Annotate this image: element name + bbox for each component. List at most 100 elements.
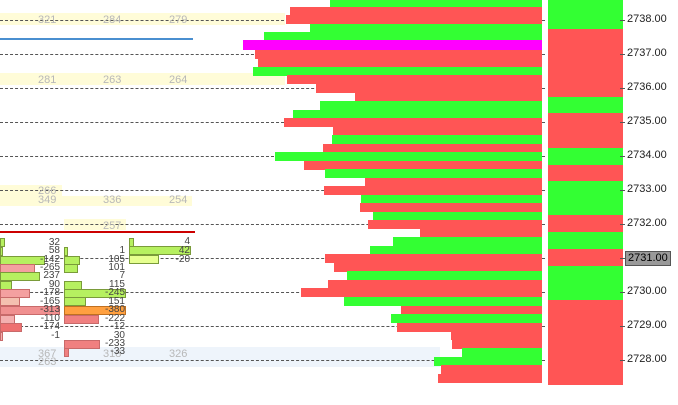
volume-profile-bar	[452, 340, 542, 349]
footprint-value: -20	[175, 254, 190, 265]
profile-value: 279	[169, 14, 188, 26]
footprint-value: -142	[39, 254, 60, 265]
footprint-value: 4	[184, 236, 190, 247]
profile-row-highlight-blue	[0, 347, 440, 367]
footprint-bar	[64, 297, 86, 306]
price-gridline	[0, 258, 545, 259]
price-label: 2734.00	[627, 149, 667, 161]
footprint-value: -174	[39, 321, 60, 332]
price-gridline	[0, 20, 545, 21]
footprint-bar	[0, 272, 40, 281]
volume-profile-bar	[316, 84, 542, 93]
price-label: 2730.00	[627, 285, 667, 297]
footprint-bar	[0, 332, 3, 341]
delta-segment	[548, 249, 623, 266]
footprint-value: -265	[39, 262, 60, 273]
volume-profile-bar	[365, 178, 542, 187]
price-gridline	[0, 156, 545, 157]
volume-profile-bar	[462, 348, 542, 357]
profile-row-highlight	[0, 13, 285, 25]
volume-profile-bar	[391, 314, 542, 323]
axis-tick	[620, 88, 625, 89]
volume-profile-bar	[328, 280, 542, 289]
volume-profile-bar	[434, 357, 542, 366]
footprint-value: 151	[108, 296, 125, 307]
axis-tick	[620, 224, 625, 225]
volume-profile-bar	[333, 127, 542, 136]
price-gridline	[0, 190, 545, 191]
footprint-value: 90	[48, 279, 60, 290]
volume-profile-bar	[320, 101, 542, 110]
delta-segment	[548, 215, 623, 232]
profile-value: 257	[103, 220, 122, 232]
footprint-bar	[64, 315, 99, 324]
footprint-value: 101	[108, 262, 125, 273]
footprint-value: -380	[104, 304, 125, 315]
footprint-value: 30	[113, 330, 125, 341]
volume-profile-bar	[287, 75, 542, 84]
volume-profile-bar	[304, 161, 542, 170]
footprint-bar	[129, 246, 191, 255]
current-price-label: 2731.00	[625, 251, 671, 266]
profile-value: 254	[169, 194, 188, 206]
price-label: 2735.00	[627, 115, 667, 127]
volume-profile-bar	[258, 58, 542, 67]
delta-segment	[548, 97, 623, 113]
price-gridline	[0, 326, 545, 327]
blue-level-line	[0, 38, 193, 40]
price-gridline	[0, 122, 545, 123]
delta-segment	[548, 181, 623, 215]
volume-profile-bar	[310, 24, 542, 33]
footprint-value: 58	[48, 245, 60, 256]
profile-value: 263	[38, 356, 57, 368]
volume-profile-bar	[323, 144, 542, 153]
price-label: 2737.00	[627, 47, 667, 59]
volume-profile-bar	[284, 118, 542, 127]
price-label: 2732.00	[627, 217, 667, 229]
price-label: 2738.00	[627, 13, 667, 25]
delta-segment	[548, 300, 623, 385]
axis-tick	[620, 122, 625, 123]
volume-profile-bar	[293, 110, 542, 119]
volume-profile-bar	[243, 40, 542, 50]
volume-profile-bar	[373, 212, 542, 221]
price-label: 2729.00	[627, 319, 667, 331]
footprint-value: -313	[39, 304, 60, 315]
price-label: 2733.00	[627, 183, 667, 195]
volume-profile-bar	[301, 288, 542, 297]
footprint-bar	[64, 247, 68, 256]
footprint-bar	[64, 340, 100, 349]
volume-profile-bar	[330, 0, 542, 7]
profile-value: 281	[38, 74, 57, 86]
footprint-value: -233	[104, 338, 125, 349]
profile-value: 367	[38, 348, 57, 360]
footprint-bar	[0, 238, 5, 247]
profile-value: 263	[103, 74, 122, 86]
delta-segment	[548, 266, 623, 300]
footprint-bar	[129, 255, 159, 264]
volume-profile-bar	[286, 15, 542, 24]
footprint-value: 32	[48, 237, 60, 248]
axis-tick	[620, 156, 625, 157]
volume-profile-bar	[368, 220, 542, 229]
footprint-value: 237	[43, 270, 60, 281]
price-gridline	[0, 224, 545, 225]
axis-tick	[620, 360, 625, 361]
profile-row-highlight	[0, 185, 62, 197]
footprint-bar	[0, 323, 22, 332]
volume-profile-bar	[397, 323, 542, 332]
volume-profile-bar	[393, 237, 542, 246]
volume-profile-bar	[344, 297, 542, 306]
profile-value: 284	[103, 14, 122, 26]
axis-tick	[620, 20, 625, 21]
volume-profile-bar	[360, 203, 542, 212]
volume-profile-bar	[355, 92, 542, 101]
price-gridline	[0, 360, 545, 361]
volume-profile-bar	[332, 135, 542, 144]
profile-row-highlight	[0, 73, 285, 85]
footprint-value: 105	[108, 254, 125, 265]
volume-profile-bar	[451, 331, 542, 340]
profile-value: 266	[38, 185, 57, 197]
footprint-value: -33	[110, 346, 125, 357]
